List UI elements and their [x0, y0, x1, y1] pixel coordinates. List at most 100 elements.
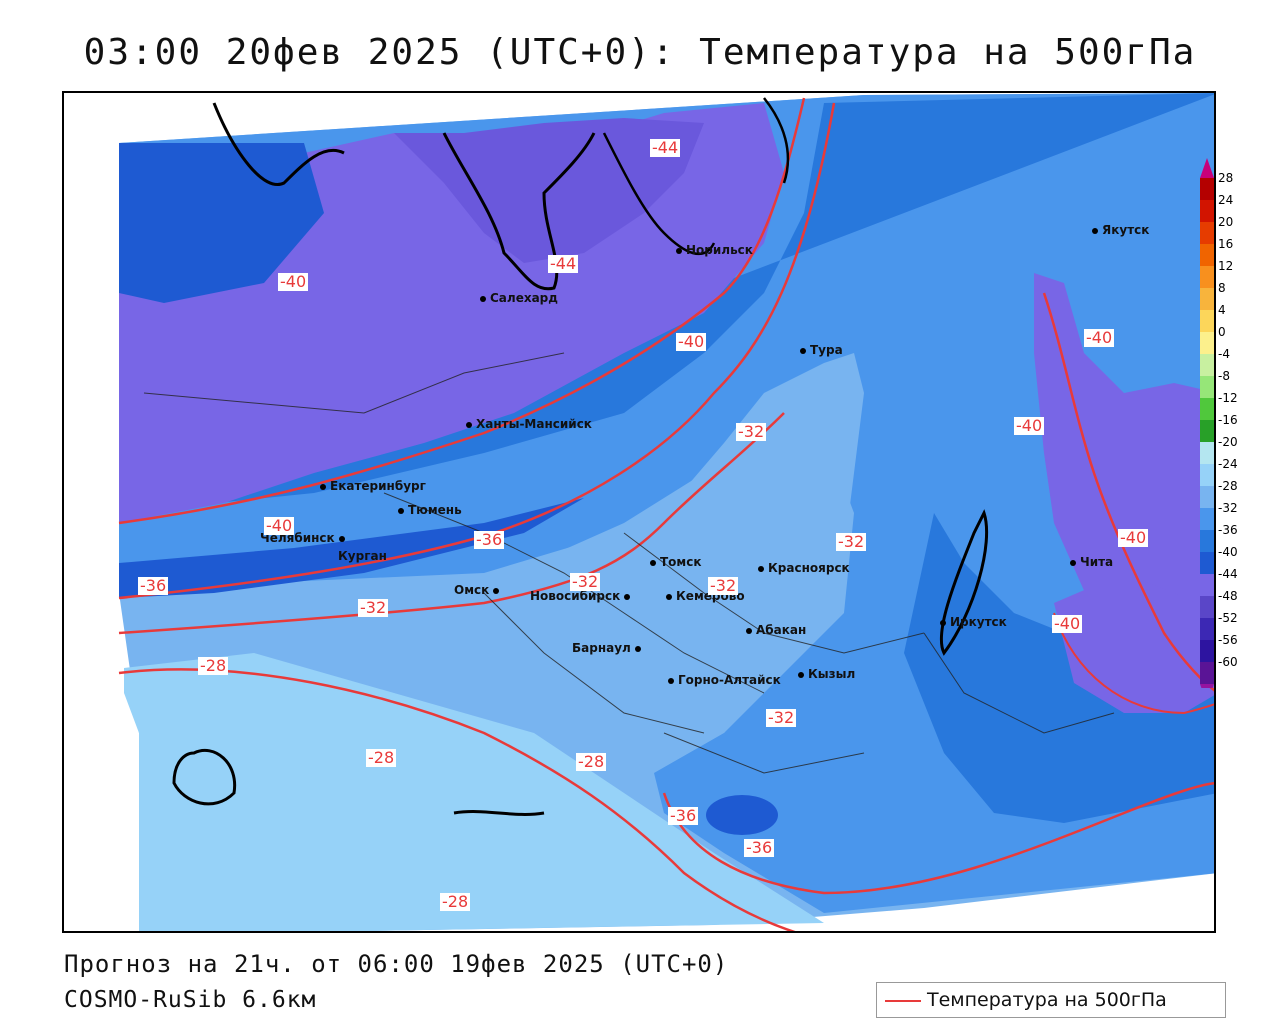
colorbar-bin — [1200, 464, 1214, 486]
colorbar-tick-label: -16 — [1218, 413, 1238, 427]
coastline-taymyr — [763, 97, 790, 184]
lake-baikal — [939, 509, 989, 656]
colorbar-bin — [1200, 442, 1214, 464]
colorbar-tick-label: -28 — [1218, 479, 1238, 493]
colorbar-tick-label: 4 — [1218, 303, 1226, 317]
contour-label: -40 — [676, 332, 707, 351]
contour-minus-36-central — [118, 102, 836, 600]
region-borders — [143, 352, 1115, 774]
contour-minus-32-central — [118, 412, 785, 635]
zone-minus-24 — [124, 653, 824, 931]
contour-label: -40 — [1118, 528, 1149, 547]
colorbar-bin — [1200, 244, 1214, 266]
colorbar-tick-label: -36 — [1218, 523, 1238, 537]
contour-label: -28 — [440, 892, 471, 911]
colorbar-bin — [1200, 310, 1214, 332]
coastline-kola — [212, 102, 345, 186]
contour-minus-40-east-low — [1053, 612, 1214, 715]
forecast-info: Прогноз на 21ч. от 06:00 19фев 2025 (UTC… — [64, 950, 729, 978]
legend: Температура на 500гПа — [876, 982, 1226, 1018]
city-yekaterinburg: Екатеринбург — [320, 479, 426, 493]
city-gorno-altaysk: Горно-Алтайск — [668, 673, 781, 687]
colorbar: 28 24 20 16 12 8 4 0 -4 -8 -12 -16 -20 -24 -28 -32 -36 -4… — [1200, 158, 1238, 688]
city-kurgan: Курган — [338, 549, 387, 563]
city-novosibirsk: Новосибирск — [530, 589, 634, 603]
contour-minus-28 — [118, 668, 796, 931]
colorbar-tick-label: -12 — [1218, 391, 1238, 405]
colorbar-tick-label: -48 — [1218, 589, 1238, 603]
colorbar-tick-label: -56 — [1218, 633, 1238, 647]
colorbar-bin — [1200, 398, 1214, 420]
colorbar-bin — [1200, 266, 1214, 288]
city-khanty-mansiysk: Ханты-Мансийск — [466, 417, 592, 431]
legend-line-swatch — [885, 1000, 921, 1002]
colorbar-bin — [1200, 288, 1214, 310]
city-omsk: Омск — [454, 583, 503, 597]
city-kyzyl: Кызыл — [798, 667, 855, 681]
colorbar-tick-label: 24 — [1218, 193, 1233, 207]
zone-minus-36-south — [119, 498, 584, 598]
colorbar-bin — [1200, 530, 1214, 552]
colorbar-bin — [1200, 200, 1214, 222]
zone-minus-44 — [394, 118, 704, 263]
contour-label: -40 — [1084, 328, 1115, 347]
contour-minus-40-north — [118, 97, 806, 525]
contour-label: -40 — [278, 272, 309, 291]
city-tura: Тура — [800, 343, 843, 357]
map-fields — [118, 93, 1214, 931]
city-tomsk: Томск — [650, 555, 702, 569]
contour-label: -32 — [736, 422, 767, 441]
zone-minus-36-pocket — [706, 795, 778, 835]
model-name: COSMO-RuSib 6.6км — [64, 987, 317, 1013]
contour-label: -28 — [366, 748, 397, 767]
temperature-map[interactable]: Норильск Салехард Тура Якутск Ханты-Манс… — [62, 91, 1216, 933]
zone-minus-28-center — [534, 413, 854, 733]
colorbar-bin — [1200, 376, 1214, 398]
city-barnaul: Барнаул — [572, 641, 645, 655]
lake-balkhash — [453, 810, 545, 816]
colorbar-bin — [1200, 508, 1214, 530]
contour-label: -44 — [650, 138, 681, 157]
colorbar-bin — [1200, 596, 1214, 618]
contour-label: -32 — [766, 708, 797, 727]
colorbar-tick-label: -24 — [1218, 457, 1238, 471]
city-tyumen: Тюмень — [398, 503, 462, 517]
colorbar-bin — [1200, 222, 1214, 244]
contour-label: -32 — [570, 572, 601, 591]
contour-label: -32 — [708, 576, 739, 595]
colorbar-tick-label: -40 — [1218, 545, 1238, 559]
contour-label: -28 — [576, 752, 607, 771]
contour-label: -32 — [358, 598, 389, 617]
city-chita: Чита — [1070, 555, 1113, 569]
colorbar-tick-label: -32 — [1218, 501, 1238, 515]
colorbar-tick-label: 0 — [1218, 325, 1226, 339]
colorbar-bin — [1200, 552, 1214, 574]
colorbar-tick-label: -4 — [1218, 347, 1230, 361]
colorbar-tick-label: -60 — [1218, 655, 1238, 669]
contour-minus-36-south — [662, 782, 1214, 895]
colorbar-bin — [1200, 178, 1214, 200]
page-title: 03:00 20фев 2025 (UTC+0): Температура на… — [83, 32, 1197, 73]
city-salekhard: Салехард — [480, 291, 558, 305]
colorbar-tick-label: 28 — [1218, 171, 1233, 185]
contour-label: -44 — [548, 254, 579, 273]
colorbar-bin — [1200, 332, 1214, 354]
coastline-yamal — [442, 132, 596, 291]
colorbar-bin — [1200, 618, 1214, 640]
city-irkutsk: Иркутск — [940, 615, 1007, 629]
colorbar-tick-label: 12 — [1218, 259, 1233, 273]
colorbar-bin — [1200, 662, 1214, 684]
colorbar-bin — [1200, 574, 1214, 596]
contour-label: -36 — [744, 838, 775, 857]
colorbar-tick-label: 16 — [1218, 237, 1233, 251]
contour-label: -40 — [264, 516, 295, 535]
colorbar-bin — [1200, 354, 1214, 376]
city-yakutsk: Якутск — [1092, 223, 1149, 237]
coastline-gydan — [602, 132, 716, 255]
contour-label: -32 — [836, 532, 867, 551]
city-abakan: Абакан — [746, 623, 806, 637]
colorbar-bin — [1200, 640, 1214, 662]
contour-label: -40 — [1052, 614, 1083, 633]
colorbar-tick-label: -52 — [1218, 611, 1238, 625]
colorbar-bin — [1200, 486, 1214, 508]
